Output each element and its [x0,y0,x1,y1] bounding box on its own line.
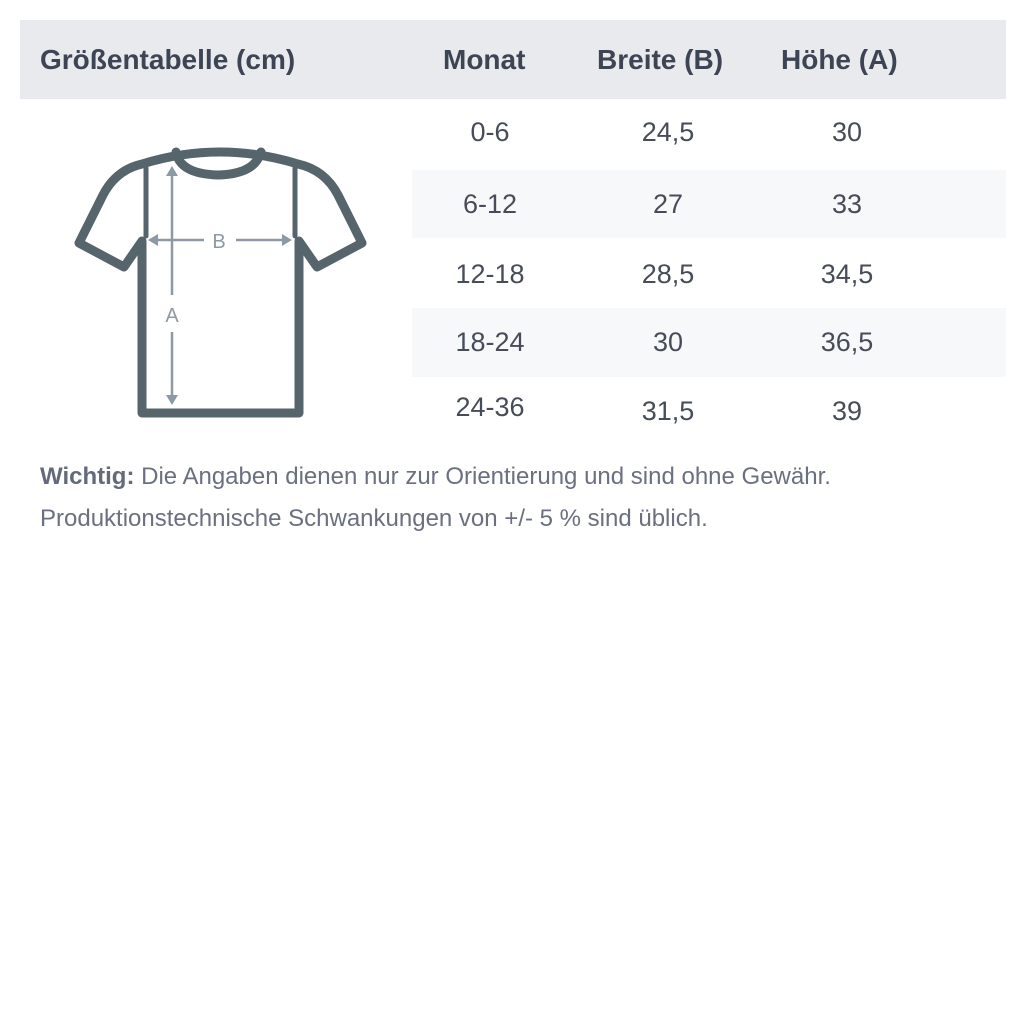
cell-height: 30 [831,117,863,147]
table-row: 6-12 27 33 [412,170,1006,238]
height-label: A [165,305,179,327]
note-text: Die Angaben dienen nur zur Orientierung … [40,463,831,532]
cell-month: 0-6 [470,117,510,147]
width-label: B [212,231,225,253]
disclaimer-note: Wichtig: Die Angaben dienen nur zur Orie… [40,456,1000,540]
note-label: Wichtig: [40,463,135,490]
column-header-month: Monat [443,44,526,75]
table-row: 18-24 30 36,5 [412,308,1006,377]
cell-month: 12-18 [455,259,525,289]
table-row: 24-36 31,5 39 [412,377,1006,445]
table-row: 0-6 24,5 30 [412,99,1006,170]
table-header: Größentabelle (cm) Monat Breite (B) Höhe… [20,20,1006,99]
column-header-width: Breite (B) [597,44,724,75]
cell-width: 30 [652,327,684,357]
cell-height: 36,5 [820,327,874,357]
cell-month: 18-24 [455,327,525,357]
cell-height: 39 [831,396,863,426]
cell-width: 31,5 [641,396,695,426]
table-title: Größentabelle (cm) [40,44,296,75]
cell-month: 24-36 [455,392,525,422]
cell-width: 28,5 [641,259,695,289]
cell-width: 24,5 [641,117,695,147]
column-header-height: Höhe (A) [781,44,898,75]
table-row: 12-18 28,5 34,5 [412,238,1006,308]
cell-width: 27 [652,189,684,219]
cell-month: 6-12 [462,189,518,219]
cell-height: 34,5 [820,259,874,289]
cell-height: 33 [831,189,863,219]
t-shirt-icon: B A [74,147,367,418]
